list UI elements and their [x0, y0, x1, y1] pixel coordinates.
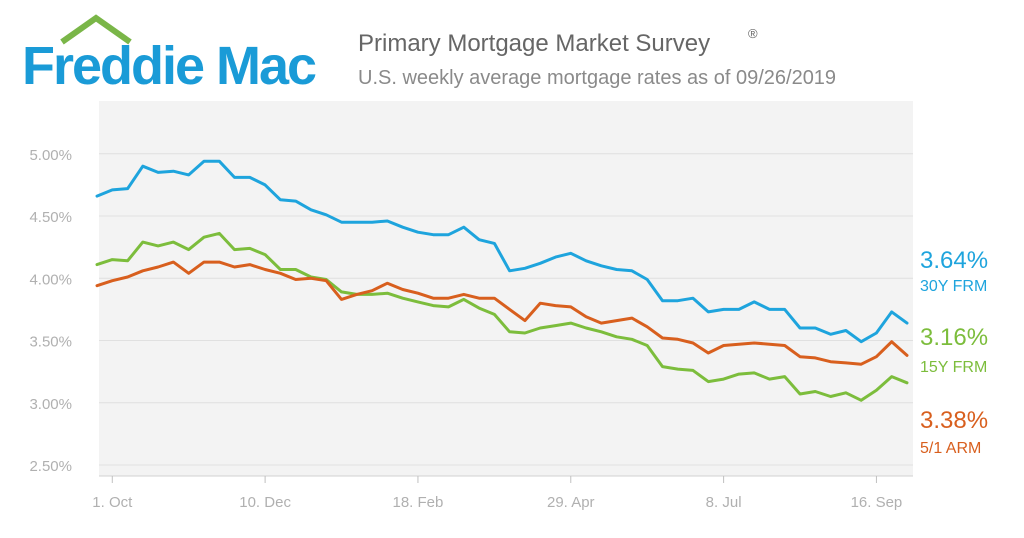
series-end-value: 3.64% [920, 247, 988, 274]
y-tick-label: 2.50% [29, 458, 72, 475]
registered-mark: ® [748, 26, 758, 41]
series-end-name: 5/1 ARM [920, 440, 981, 457]
house-roof-icon [60, 14, 132, 45]
y-tick-label: 3.50% [29, 334, 72, 351]
chart-title: Primary Mortgage Market Survey [358, 30, 710, 57]
series-line-5-1-arm [95, 260, 909, 366]
y-axis: 2.50% 3.00% 3.50% 4.00% 4.50% 5.00% [29, 147, 72, 475]
x-tick-label: 1. Oct [92, 494, 133, 511]
series-line-15y-frm [95, 231, 909, 402]
chart-subtitle: U.S. weekly average mortgage rates as of… [358, 67, 836, 89]
y-tick-label: 5.00% [29, 147, 72, 164]
x-tick-label: 8. Jul [706, 494, 742, 511]
y-tick-label: 4.00% [29, 271, 72, 288]
plot-background [99, 101, 913, 476]
series-end-labels: 3.64% 30Y FRM 3.16% 15Y FRM 3.38% 5/1 ARM [920, 247, 988, 457]
series-end-name: 30Y FRM [920, 278, 987, 295]
x-tick-label: 18. Feb [393, 494, 444, 511]
series-line-30y-frm [95, 159, 909, 344]
x-tick-label: 29. Apr [547, 494, 595, 511]
y-tick-label: 4.50% [29, 209, 72, 226]
series-end-value: 3.38% [920, 407, 988, 434]
freddie-mac-logo: Freddie Mac [22, 14, 318, 96]
series-end-value: 3.16% [920, 324, 988, 351]
x-tick-label: 16. Sep [851, 494, 903, 511]
series-end-name: 15Y FRM [920, 359, 987, 376]
x-axis: 1. Oct 10. Dec 18. Feb 29. Apr 8. Jul 16. Sep [92, 475, 913, 511]
x-tick-label: 10. Dec [239, 494, 291, 511]
gridlines [99, 153, 913, 466]
logo-text: Freddie Mac [22, 36, 316, 96]
series-lines [95, 159, 909, 402]
y-tick-label: 3.00% [29, 396, 72, 413]
